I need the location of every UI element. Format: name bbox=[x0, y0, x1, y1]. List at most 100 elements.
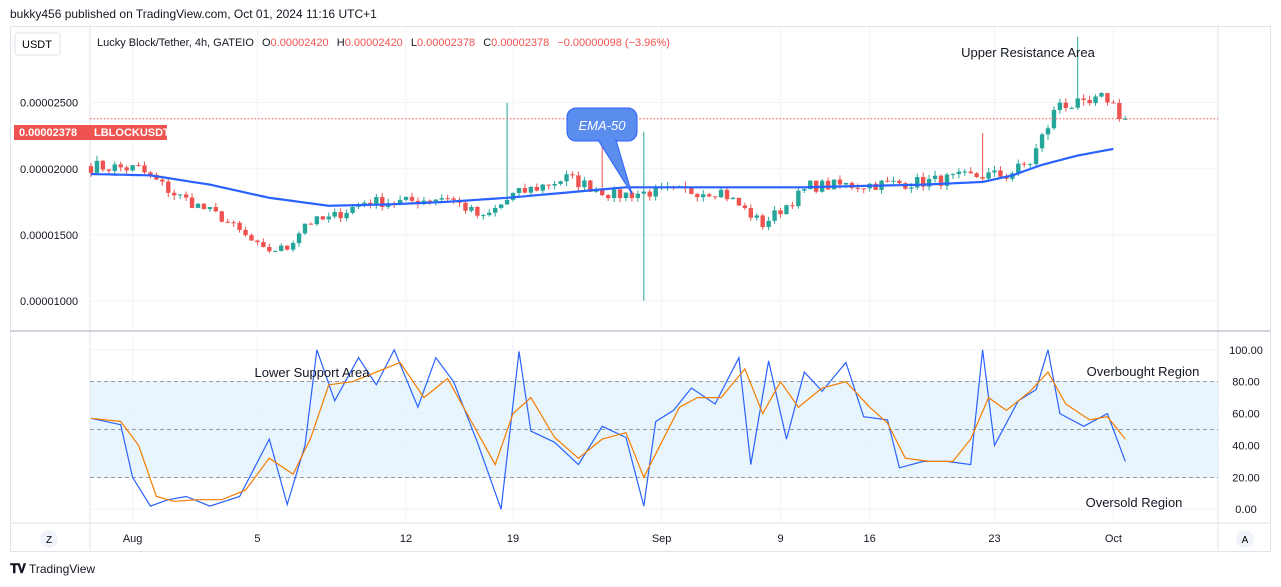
candle-body bbox=[142, 165, 147, 173]
candle-body bbox=[249, 235, 254, 241]
currency-button[interactable] bbox=[14, 32, 61, 56]
candle-body bbox=[915, 177, 920, 188]
candle-body bbox=[445, 198, 450, 200]
candle-body bbox=[641, 191, 647, 194]
candle-body bbox=[701, 194, 706, 198]
overbought-label: Overbought Region bbox=[1087, 364, 1200, 379]
legend-symbol: Lucky Block/Tether, 4h, GATEIO bbox=[97, 37, 254, 49]
candle-body bbox=[255, 240, 260, 243]
time-tick-label: Oct bbox=[1105, 533, 1122, 545]
stoch-tick-label: 60.00 bbox=[1232, 409, 1260, 421]
candle-body bbox=[825, 180, 831, 190]
candle-body bbox=[100, 160, 106, 170]
candle-body bbox=[760, 215, 765, 228]
candle-body bbox=[712, 196, 718, 198]
time-axis[interactable]: Aug 5 12 19 Sep 9 16 23 Oct bbox=[123, 533, 1122, 545]
stochastic-lines bbox=[90, 348, 1126, 510]
candle-body bbox=[790, 205, 795, 207]
price-tick-label: 0.00002500 bbox=[20, 98, 78, 110]
candle-body bbox=[231, 222, 236, 224]
legend-close-label: C bbox=[483, 37, 491, 49]
price-axis[interactable]: 0.00001000 0.00001500 0.00002000 0.00002500… bbox=[20, 98, 1263, 517]
legend-line: Lucky Block/Tether, 4h, GATEIO O 0.000024… bbox=[97, 37, 670, 49]
candle-body bbox=[463, 202, 468, 211]
legend-low-label: L bbox=[411, 37, 417, 49]
candle-body bbox=[380, 197, 385, 207]
legend-high-label: H bbox=[337, 37, 345, 49]
candle-body bbox=[837, 179, 843, 185]
price-tick-label: 0.00002000 bbox=[20, 164, 78, 176]
time-tick-label: Sep bbox=[652, 533, 672, 545]
candle-body bbox=[237, 222, 242, 230]
candle-body bbox=[320, 216, 326, 220]
candle-body bbox=[552, 183, 557, 186]
candle-body bbox=[528, 186, 534, 193]
candle-body bbox=[177, 194, 183, 196]
price-tick-label: 0.00001000 bbox=[20, 296, 78, 308]
candle-body bbox=[772, 210, 777, 221]
candle-body bbox=[1016, 163, 1021, 174]
legend-high: 0.00002420 bbox=[345, 37, 403, 49]
candle-body bbox=[706, 194, 712, 197]
candle-body bbox=[718, 189, 724, 198]
candle-body bbox=[279, 245, 284, 251]
lower-support-label: Lower Support Area bbox=[255, 365, 371, 380]
candle-body bbox=[944, 174, 950, 186]
ema-callout-label: EMA-50 bbox=[579, 118, 627, 133]
time-tick-label: 23 bbox=[988, 533, 1000, 545]
candle-body bbox=[653, 186, 658, 197]
candle-body bbox=[326, 216, 331, 220]
candle-body bbox=[873, 183, 878, 190]
candle-body bbox=[564, 174, 569, 182]
candle-body bbox=[487, 212, 492, 216]
candle-body bbox=[308, 223, 314, 225]
candle-body bbox=[1093, 96, 1098, 104]
candle-body bbox=[754, 215, 759, 218]
reset-z-label: Z bbox=[46, 535, 52, 546]
candle-body bbox=[314, 216, 320, 225]
candle-body bbox=[290, 243, 296, 250]
time-tick-label: 9 bbox=[777, 533, 783, 545]
candle-body bbox=[403, 196, 409, 200]
candle-body bbox=[338, 212, 343, 219]
candle-body bbox=[296, 233, 302, 244]
candle-body bbox=[201, 203, 207, 210]
candle-body bbox=[522, 188, 528, 193]
ema-callout: EMA-50 bbox=[566, 107, 638, 195]
candle-body bbox=[546, 184, 551, 186]
candle-body bbox=[796, 190, 801, 207]
candle-body bbox=[909, 187, 914, 189]
candle-body bbox=[1075, 98, 1080, 108]
candle-body bbox=[986, 172, 991, 179]
candle-body bbox=[635, 193, 641, 198]
ema-callout-pointer bbox=[597, 139, 633, 195]
candle-body bbox=[243, 229, 248, 236]
time-tick-label: 19 bbox=[507, 533, 519, 545]
reset-z-button[interactable] bbox=[40, 530, 58, 548]
candle-body bbox=[695, 193, 700, 198]
ema-50-line bbox=[90, 147, 1114, 207]
legend-open-label: O bbox=[262, 37, 271, 49]
candle-body bbox=[1087, 99, 1092, 104]
candle-body bbox=[118, 164, 123, 168]
stoch-tick-label: 80.00 bbox=[1232, 377, 1260, 389]
candle-body bbox=[647, 191, 652, 197]
time-tick-label: 12 bbox=[400, 533, 412, 545]
tradingview-logo-icon: 𝐓𝐕 bbox=[10, 561, 26, 576]
auto-scale-button[interactable] bbox=[1236, 530, 1254, 548]
candle-body bbox=[992, 170, 997, 173]
candle-body bbox=[207, 207, 213, 210]
candle-body bbox=[748, 208, 753, 218]
stoch-tick-label: 0.00 bbox=[1235, 504, 1256, 516]
candle-body bbox=[1063, 102, 1069, 108]
candle-body bbox=[112, 164, 117, 171]
candle-body bbox=[88, 166, 94, 173]
candle-body bbox=[689, 188, 694, 194]
candle-body bbox=[938, 175, 944, 186]
candle-body bbox=[956, 171, 962, 175]
candle-body bbox=[1099, 93, 1104, 97]
candle-body bbox=[855, 187, 860, 189]
candle-body bbox=[166, 181, 171, 193]
candle-body bbox=[885, 180, 890, 182]
